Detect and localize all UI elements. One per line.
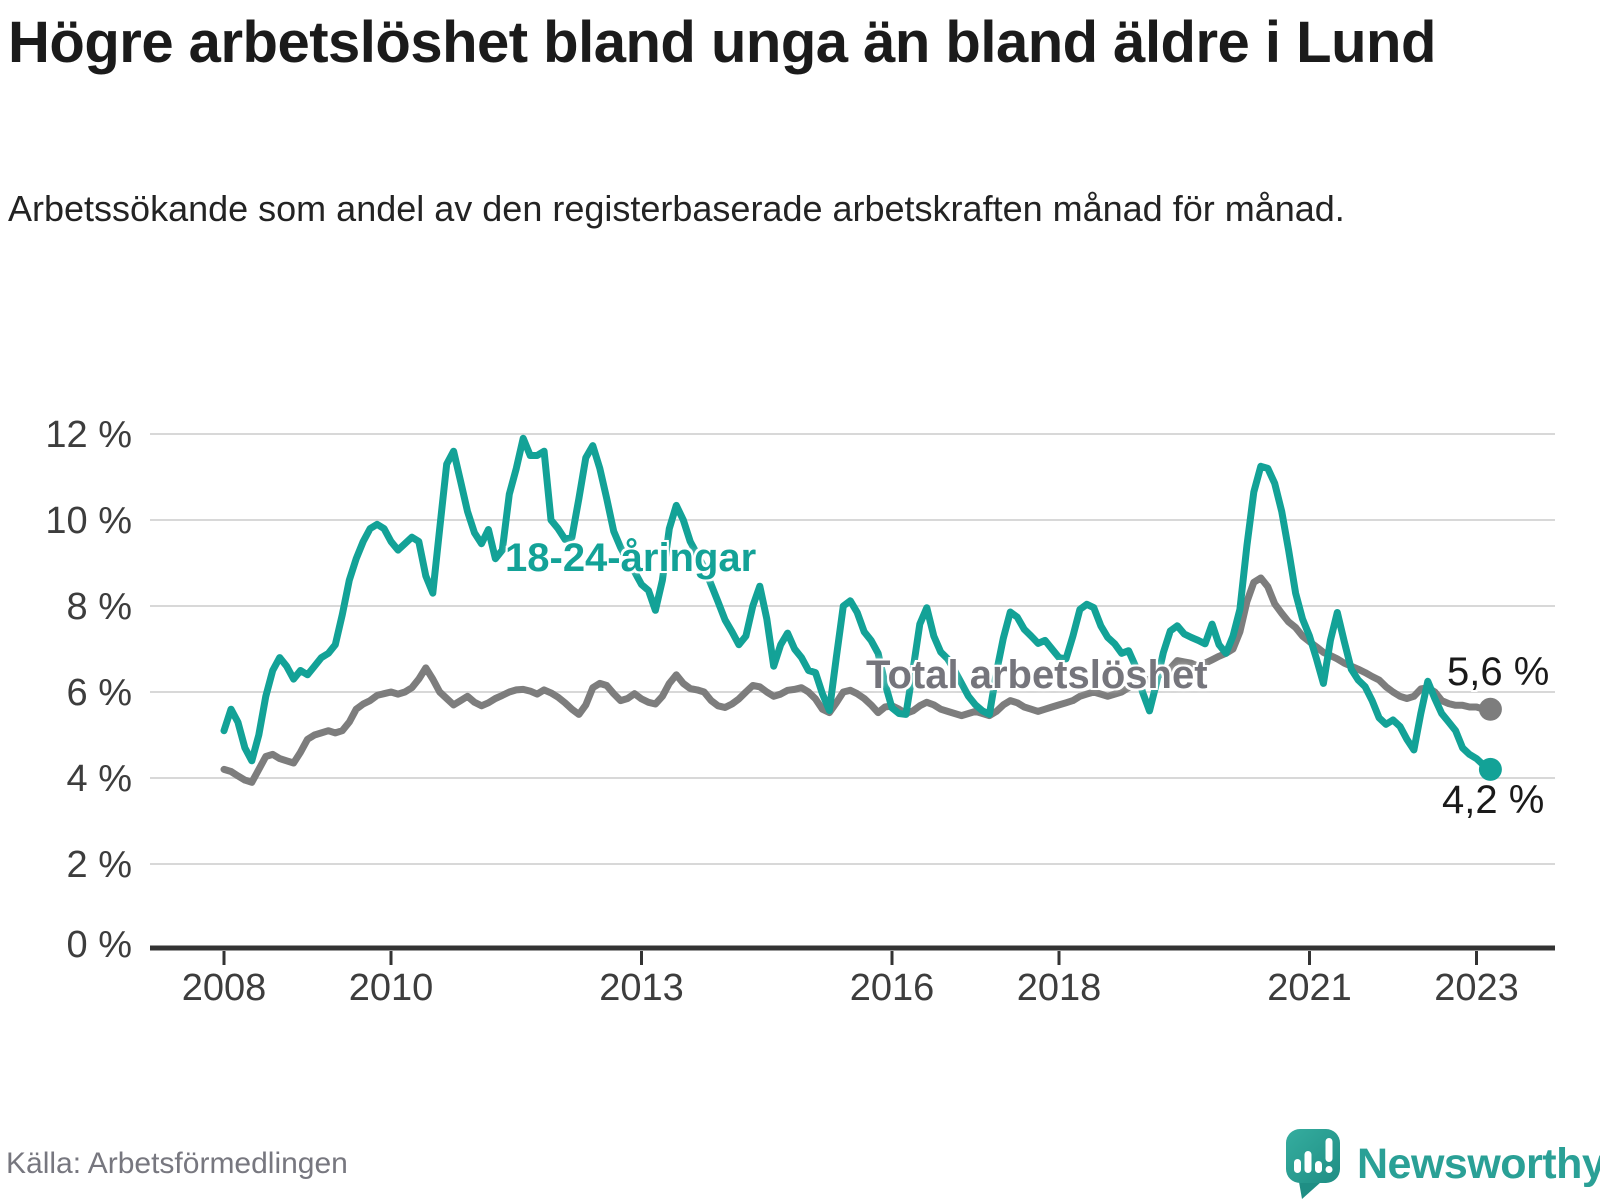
x-tick-label: 2013 <box>599 967 684 1009</box>
y-tick-label: 2 % <box>67 844 132 886</box>
series-line-total <box>220 574 1494 786</box>
logo-wordmark: Newsworthy <box>1357 1139 1600 1188</box>
series-label-total: Total arbetslöshet <box>866 653 1208 697</box>
x-tick-label: 2016 <box>850 967 935 1009</box>
end-value-label-total: 5,6 % <box>1447 650 1550 694</box>
series-label-young: 18-24-åringar <box>505 536 757 580</box>
y-tick-label: 0 % <box>67 924 132 966</box>
y-tick-label: 4 % <box>67 758 132 800</box>
newsworthy-logo: Newsworthy <box>1285 1128 1600 1200</box>
x-axis <box>150 945 1555 965</box>
page-title: Högre arbetslöshet bland unga än bland ä… <box>8 10 1436 75</box>
y-tick-label: 6 % <box>67 672 132 714</box>
y-tick-label: 10 % <box>45 500 132 542</box>
series-end-dot <box>1478 697 1502 721</box>
tick-labels: 12 % 10 % 8 % 6 % 4 % 2 % 0 % 2008 2010 2013 2016 2… <box>45 414 1518 1009</box>
x-tick-label: 2018 <box>1017 967 1102 1009</box>
x-tick-label: 2023 <box>1434 967 1519 1009</box>
series-line-young <box>220 434 1494 773</box>
data-series <box>220 434 1502 786</box>
chart-subtitle: Arbetssökande som andel av den registerb… <box>8 188 1345 229</box>
x-tick-label: 2008 <box>182 967 267 1009</box>
x-tick-label: 2021 <box>1267 967 1352 1009</box>
speech-bubble-bar-chart-icon <box>1286 1129 1340 1199</box>
source-note: Källa: Arbetsförmedlingen <box>6 1147 348 1180</box>
series-end-dot <box>1478 757 1502 781</box>
y-tick-label: 12 % <box>45 414 132 456</box>
y-tick-label: 8 % <box>67 586 132 628</box>
x-tick-label: 2010 <box>349 967 434 1009</box>
end-value-label-young: 4,2 % <box>1442 778 1545 822</box>
